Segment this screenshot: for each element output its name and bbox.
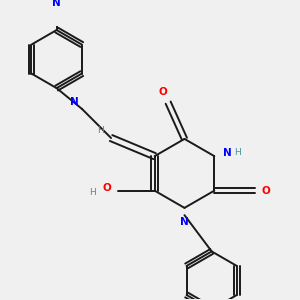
Text: N: N [70,97,79,107]
Text: O: O [102,183,111,193]
Text: N: N [224,148,232,158]
Text: O: O [262,186,270,196]
Text: N: N [52,0,61,8]
Text: O: O [158,87,167,97]
Text: H: H [234,148,241,157]
Text: N: N [180,217,189,227]
Text: H: H [97,126,104,135]
Text: H: H [89,188,96,197]
